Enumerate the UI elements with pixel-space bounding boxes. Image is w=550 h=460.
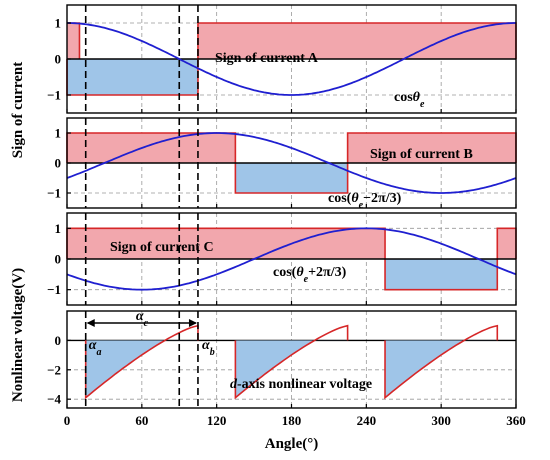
sign-area xyxy=(67,228,386,259)
y-tick-label: 0 xyxy=(55,333,62,348)
y-tick-label: −2 xyxy=(47,362,61,377)
panels-layer: −1 0 1 Sign of current A cosθe −1 0 1 Sign of cu… xyxy=(47,4,526,428)
voltage-area xyxy=(385,340,498,398)
sign-area xyxy=(67,59,198,95)
voltage-label: d-axis nonlinear voltage xyxy=(230,377,372,392)
cos-curve xyxy=(66,132,517,194)
panel-c: −1 0 1 Sign of current C cos(θe+2π/3) xyxy=(47,212,517,306)
sign-label-a: Sign of current A xyxy=(215,51,319,66)
sign-area xyxy=(67,133,236,163)
y-axis-label-top: Sign of current xyxy=(10,62,26,158)
y-tick-label: 1 xyxy=(55,221,62,236)
y-tick-label: −1 xyxy=(47,186,61,201)
marker-label-b: αb xyxy=(202,338,215,358)
voltage-area xyxy=(235,340,348,398)
voltage-line xyxy=(84,324,199,400)
voltage-line xyxy=(384,324,499,400)
cos-label-c: cos(θe+2π/3) xyxy=(273,265,347,285)
x-tick-label: 0 xyxy=(64,413,71,428)
panel-a: −1 0 1 Sign of current A cosθe xyxy=(47,4,517,114)
sign-line xyxy=(384,259,499,291)
sign-area xyxy=(67,23,80,59)
x-axis-label: Angle(°) xyxy=(265,436,319,452)
sign-area xyxy=(347,133,516,163)
y-tick-label: 1 xyxy=(55,126,62,141)
marker-label-a: αa xyxy=(89,338,102,358)
cos-curve xyxy=(67,22,516,96)
x-tick-label: 180 xyxy=(282,413,302,428)
cos-label-a: cosθe xyxy=(394,90,425,110)
voltage-line xyxy=(234,324,349,400)
sign-label-b: Sign of current B xyxy=(370,147,473,162)
panel-d: −4 −2 0 d-axis nonlinear voltage αc αa αb xyxy=(47,309,517,409)
sign-label-c: Sign of current C xyxy=(110,240,214,255)
x-tick-label: 300 xyxy=(431,413,451,428)
y-tick-label: −4 xyxy=(47,392,61,407)
sign-area xyxy=(197,23,517,59)
sign-area xyxy=(385,259,498,290)
x-tick-label: 360 xyxy=(506,413,526,428)
x-tick-label: 240 xyxy=(357,413,377,428)
y-tick-label: 0 xyxy=(55,52,62,67)
interval-label: αc xyxy=(136,309,149,329)
interval-arrow-head-left xyxy=(86,319,95,327)
interval-arrow-head-right xyxy=(188,319,197,327)
x-tick-label: 60 xyxy=(135,413,148,428)
x-tick-label: 120 xyxy=(207,413,227,428)
voltage-area xyxy=(85,340,198,398)
y-tick-label: −1 xyxy=(47,88,61,103)
y-axis-label-bottom: Nonlinear voltage(V) xyxy=(10,268,26,402)
sign-area xyxy=(497,228,516,259)
y-tick-label: 1 xyxy=(55,16,62,31)
y-tick-label: 0 xyxy=(55,156,62,171)
y-tick-label: −1 xyxy=(47,282,61,297)
sign-line xyxy=(234,163,349,194)
cos-label-b: cos(θe−2π/3) xyxy=(328,191,402,211)
panel-b: −1 0 1 Sign of current B cos(θe−2π/3) xyxy=(47,117,517,211)
sign-area xyxy=(235,163,348,193)
cos-curve xyxy=(66,227,517,291)
y-tick-label: 0 xyxy=(55,252,62,267)
